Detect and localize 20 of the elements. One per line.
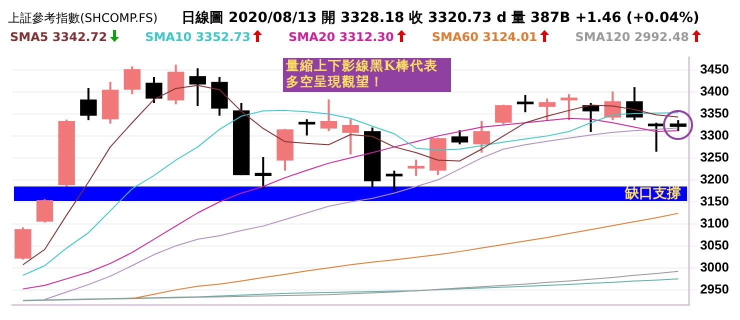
annotation: 量縮上下影線黑K棒代表多空呈現觀望！ (282, 58, 451, 92)
y-tick-label: 3200 (700, 171, 729, 186)
y-tick-label: 3400 (700, 84, 729, 99)
y-tick-label: 3450 (700, 62, 729, 77)
y-tick-label: 3050 (700, 237, 729, 252)
y-tick-label: 3350 (700, 106, 729, 121)
y-tick-label: 3150 (700, 193, 729, 208)
text: SMA120 2992.48 (575, 30, 690, 44)
y-tick-label: 3300 (700, 128, 729, 143)
text: SMA5 3342.72 (10, 30, 108, 44)
y-tick-label: 2950 (700, 281, 729, 296)
band-label: 缺口支撐 (624, 185, 682, 202)
chart-title: 上証參考指數(SHCOMP.FS) (8, 10, 158, 26)
chart-subtitle: 日線圖 2020/08/13 開 3328.18 收 3320.73 d 量 387B +1.46 (+0.04%) (182, 9, 700, 27)
y-tick-label: 3000 (700, 259, 729, 274)
text: SMA10 3352.73 (145, 30, 250, 44)
text: SMA60 3124.01 (432, 30, 538, 44)
text: SMA20 3312.30 (288, 30, 394, 44)
y-tick-label: 3250 (700, 149, 729, 164)
y-tick-label: 3100 (700, 215, 729, 230)
